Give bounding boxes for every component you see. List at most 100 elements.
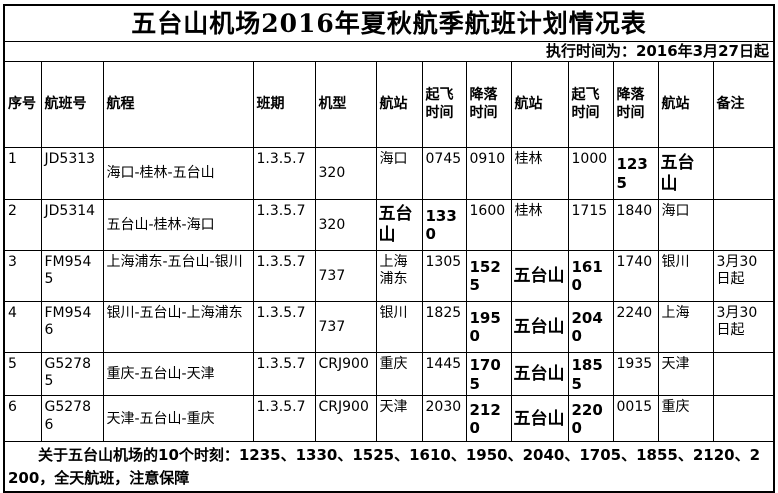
cell-dep1: 1445	[421, 351, 467, 397]
cell-flight-no: JD5313	[40, 146, 104, 200]
cell-route: 上海浦东-五台山-银川	[102, 249, 254, 302]
cell-arr2: 1840	[612, 198, 659, 251]
cell-arr1: 1525	[465, 249, 512, 302]
cell-aircraft: CRJ900	[314, 351, 377, 397]
cell-station1: 银川	[375, 300, 423, 353]
cell-dep1: 1305	[421, 249, 467, 302]
table-header-row: 序号 航班号 航程 班期 机型 航站 起飞时间 降落时间 航站 起飞时间 降落时…	[3, 60, 775, 148]
col-header-seq: 序号	[3, 60, 42, 148]
cell-station3: 海口	[657, 198, 714, 251]
title-row: 五台山机场2016年夏秋航季航班计划情况表	[3, 4, 775, 42]
cell-station3: 重庆	[657, 395, 714, 443]
cell-station2: 桂林	[510, 198, 569, 251]
cell-station2: 五台山	[510, 300, 569, 353]
cell-days: 1.3.5.7	[252, 146, 316, 200]
col-header-dep2: 起飞时间	[567, 60, 614, 148]
cell-flight-no: FM9546	[40, 300, 104, 353]
cell-station1: 海口	[375, 146, 423, 200]
cell-dep2: 1715	[567, 198, 614, 251]
cell-arr2: 1235	[612, 146, 659, 200]
table-row: 5 G52785 重庆-五台山-天津 1.3.5.7 CRJ900 重庆 144…	[3, 351, 775, 397]
cell-remark	[712, 351, 775, 397]
table-row: 6 G52786 天津-五台山-重庆 1.3.5.7 CRJ900 天津 203…	[3, 395, 775, 443]
col-header-aircraft: 机型	[314, 60, 377, 148]
cell-arr2: 1935	[612, 351, 659, 397]
cell-route: 重庆-五台山-天津	[102, 351, 254, 397]
cell-days: 1.3.5.7	[252, 198, 316, 251]
cell-station2: 五台山	[510, 249, 569, 302]
cell-days: 1.3.5.7	[252, 395, 316, 443]
cell-remark	[712, 395, 775, 443]
cell-station1: 上海浦东	[375, 249, 423, 302]
cell-route: 天津-五台山-重庆	[102, 395, 254, 443]
cell-remark	[712, 146, 775, 200]
cell-aircraft: 320	[314, 198, 377, 251]
table-row: 1 JD5313 海口-桂林-五台山 1.3.5.7 320 海口 0745 0…	[3, 146, 775, 200]
cell-arr1: 2120	[465, 395, 512, 443]
col-header-flight-no: 航班号	[40, 60, 104, 148]
cell-route: 海口-桂林-五台山	[102, 146, 254, 200]
cell-seq: 3	[3, 249, 42, 302]
cell-dep2: 1610	[567, 249, 614, 302]
document-sheet: 五台山机场2016年夏秋航季航班计划情况表 执行时间为：2016年3月27日起 …	[3, 4, 775, 493]
cell-station3: 天津	[657, 351, 714, 397]
col-header-remark: 备注	[712, 60, 775, 148]
table-row: 4 FM9546 银川-五台山-上海浦东 1.3.5.7 737 银川 1825…	[3, 300, 775, 353]
cell-station3: 银川	[657, 249, 714, 302]
cell-seq: 1	[3, 146, 42, 200]
cell-aircraft: CRJ900	[314, 395, 377, 443]
cell-station2: 五台山	[510, 395, 569, 443]
cell-arr2: 0015	[612, 395, 659, 443]
cell-dep1: 0745	[421, 146, 467, 200]
cell-aircraft: 737	[314, 300, 377, 353]
col-header-arr2: 降落时间	[612, 60, 659, 148]
col-header-days: 班期	[252, 60, 316, 148]
cell-dep1: 2030	[421, 395, 467, 443]
cell-dep1: 1825	[421, 300, 467, 353]
table-row: 3 FM9545 上海浦东-五台山-银川 1.3.5.7 737 上海浦东 13…	[3, 249, 775, 302]
col-header-route: 航程	[102, 60, 254, 148]
page-title: 五台山机场2016年夏秋航季航班计划情况表	[3, 4, 775, 42]
cell-flight-no: FM9545	[40, 249, 104, 302]
cell-remark: 3月30日起	[712, 249, 775, 302]
col-header-station2: 航站	[510, 60, 569, 148]
cell-station3: 五台山	[657, 146, 714, 200]
col-header-station1: 航站	[375, 60, 423, 148]
cell-arr1: 0910	[465, 146, 512, 200]
cell-station3: 上海	[657, 300, 714, 353]
cell-arr2: 2240	[612, 300, 659, 353]
footer-note-row: 关于五台山机场的10个时刻：1235、1330、1525、1610、1950、2…	[3, 441, 775, 493]
cell-station2: 桂林	[510, 146, 569, 200]
cell-aircraft: 737	[314, 249, 377, 302]
col-header-arr1: 降落时间	[465, 60, 512, 148]
cell-dep2: 2040	[567, 300, 614, 353]
cell-station2: 五台山	[510, 351, 569, 397]
cell-route: 五台山-桂林-海口	[102, 198, 254, 251]
cell-remark: 3月30日起	[712, 300, 775, 353]
cell-remark	[712, 198, 775, 251]
cell-dep2: 1000	[567, 146, 614, 200]
cell-flight-no: G52785	[40, 351, 104, 397]
cell-aircraft: 320	[314, 146, 377, 200]
cell-dep2: 2200	[567, 395, 614, 443]
cell-seq: 2	[3, 198, 42, 251]
cell-station1: 天津	[375, 395, 423, 443]
cell-seq: 4	[3, 300, 42, 353]
cell-flight-no: JD5314	[40, 198, 104, 251]
cell-station1: 重庆	[375, 351, 423, 397]
cell-days: 1.3.5.7	[252, 249, 316, 302]
cell-dep2: 1855	[567, 351, 614, 397]
cell-station1: 五台山	[375, 198, 423, 251]
effective-date-row: 执行时间为：2016年3月27日起	[3, 41, 775, 62]
cell-route: 银川-五台山-上海浦东	[102, 300, 254, 353]
flight-schedule-table: 五台山机场2016年夏秋航季航班计划情况表 执行时间为：2016年3月27日起 …	[3, 4, 775, 493]
cell-seq: 5	[3, 351, 42, 397]
cell-arr1: 1950	[465, 300, 512, 353]
cell-days: 1.3.5.7	[252, 300, 316, 353]
cell-arr2: 1740	[612, 249, 659, 302]
table-row: 2 JD5314 五台山-桂林-海口 1.3.5.7 320 五台山 1330 …	[3, 198, 775, 251]
cell-dep1: 1330	[421, 198, 467, 251]
cell-days: 1.3.5.7	[252, 351, 316, 397]
col-header-station3: 航站	[657, 60, 714, 148]
cell-flight-no: G52786	[40, 395, 104, 443]
